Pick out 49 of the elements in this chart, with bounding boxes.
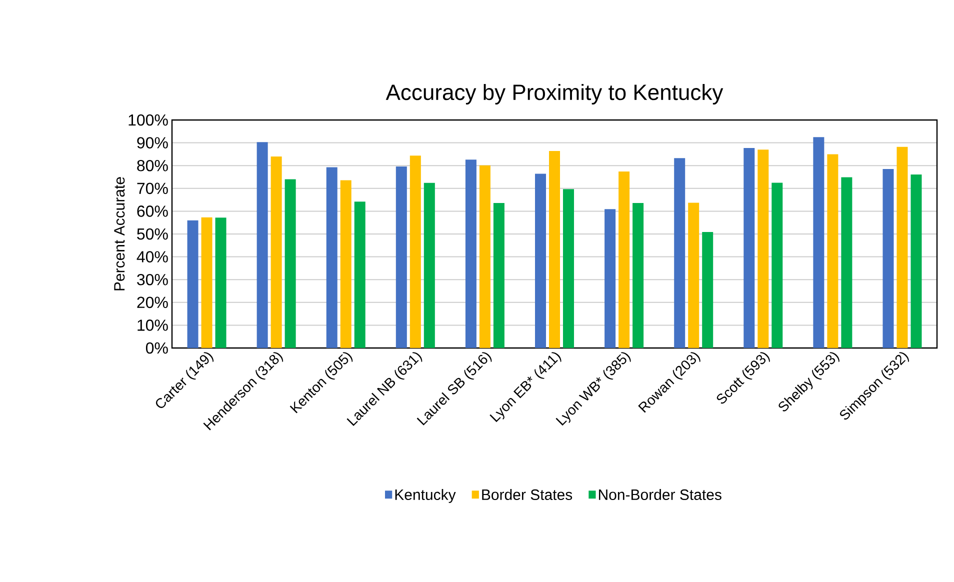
bar [772,182,783,348]
bar [841,177,852,348]
y-axis-title: Percent Accurate [114,177,125,290]
chart-title: Accuracy by Proximity to Kentucky [386,84,724,104]
bar [215,218,226,348]
bar [201,217,212,348]
y-tick-label: 20% [137,296,168,308]
bar [549,151,560,348]
bar [702,232,714,348]
bar [493,202,504,348]
bar [256,142,268,348]
bar [618,172,630,348]
bar [758,150,769,348]
bar [284,179,296,348]
legend-label: Non-Border States [598,489,722,500]
legend-label: Kentucky [395,489,456,503]
bar [688,202,700,348]
bar [563,189,574,348]
bar [632,202,644,348]
legend-label: Border States [482,489,572,500]
y-tick-label: 30% [137,274,168,286]
bar [882,169,894,348]
y-tick-label: 100% [128,114,168,126]
bar [744,148,755,348]
bar [465,160,476,348]
y-tick-label: 60% [137,206,168,217]
y-tick-label: 40% [136,251,168,262]
bar [187,220,198,348]
bar [479,165,490,348]
y-tick-label: 10% [138,320,168,331]
bar [340,180,352,348]
bar [410,156,421,348]
bar [813,137,824,348]
bar [896,146,908,348]
bar [674,158,686,348]
bar [396,166,407,348]
y-tick-label: 50% [137,228,168,240]
bar [354,202,366,348]
bar [326,167,338,348]
bar [604,209,616,348]
y-tick-label: 90% [137,137,168,148]
bar [827,154,838,348]
bar [424,182,435,348]
bar [910,174,922,348]
y-tick-label: 80% [137,160,168,172]
y-tick-label: 0% [146,342,168,354]
bar [535,174,546,348]
bar [270,156,282,348]
y-tick-label: 70% [137,182,168,194]
